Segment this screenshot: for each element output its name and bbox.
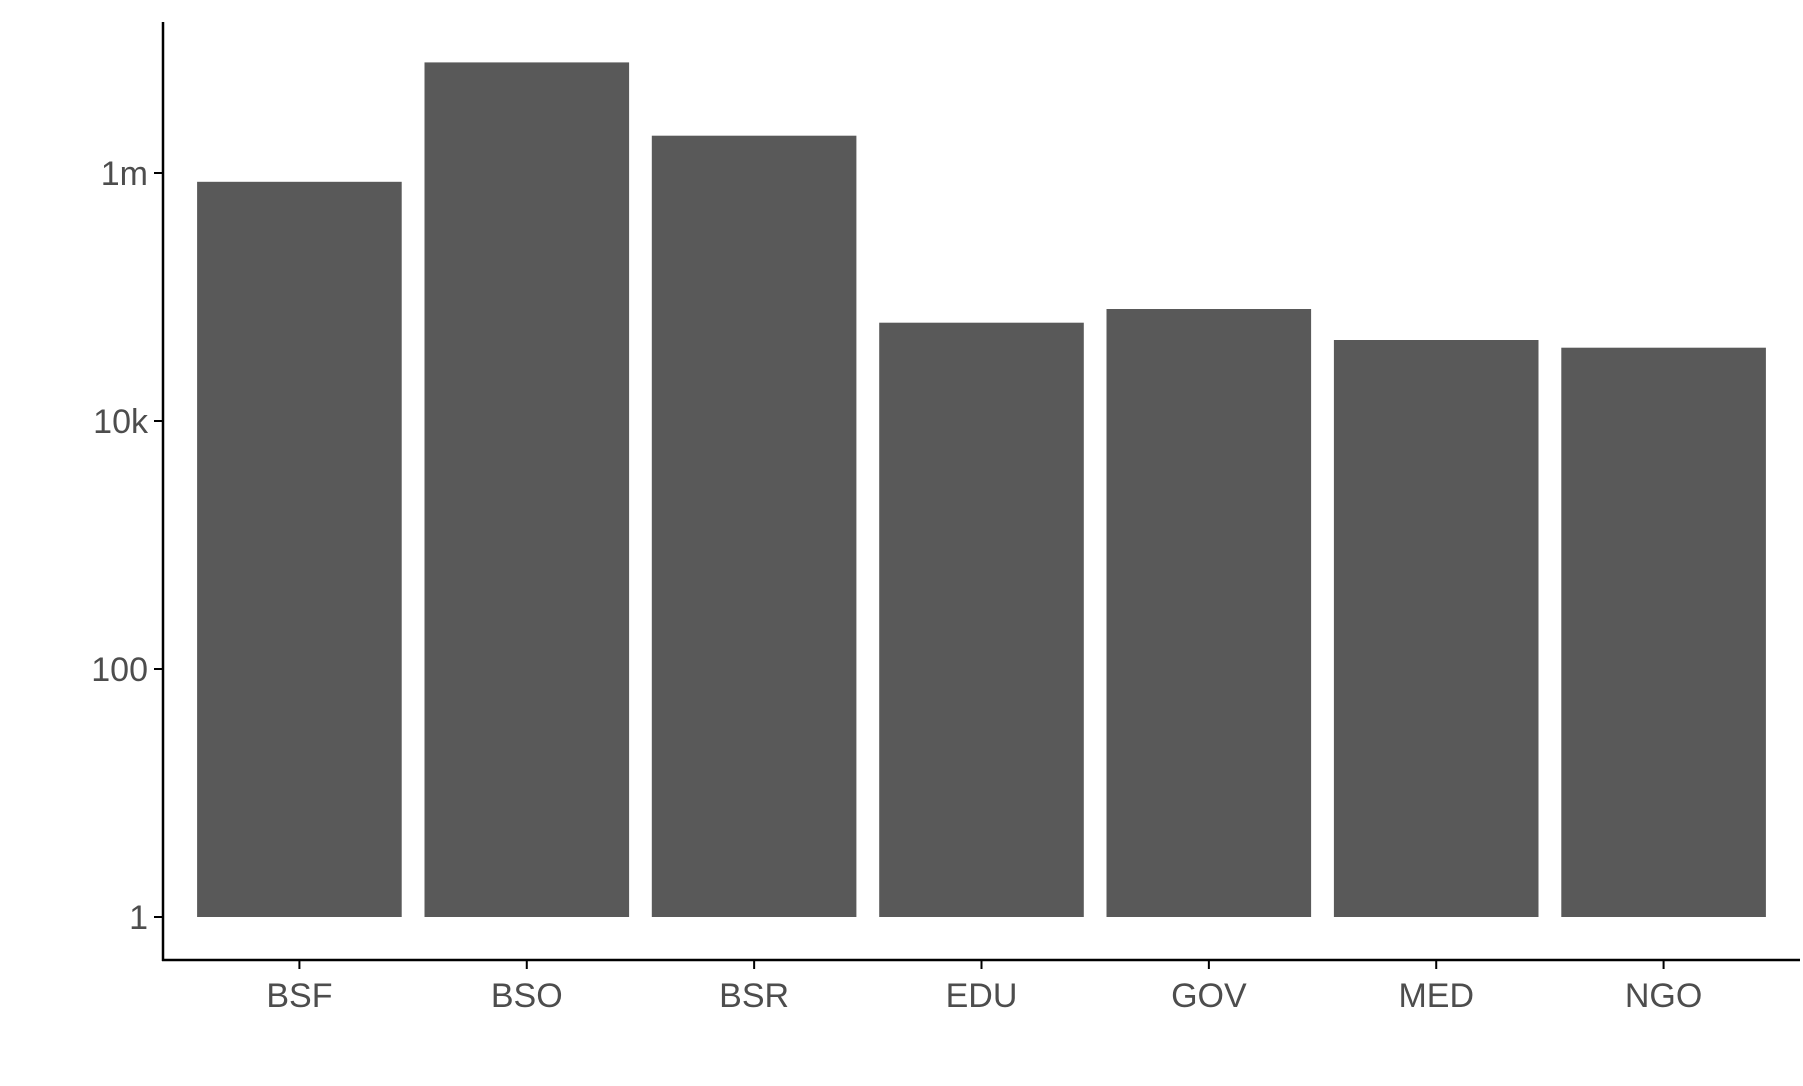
x-tick-label-bsf: BSF [266,977,332,1015]
x-tick-label-bsr: BSR [719,977,789,1015]
y-axis-ticks: 1 100 10k 1m [91,155,163,937]
bar-bsf [197,181,402,918]
y-tick-label-1: 100 [91,651,148,689]
bar-gov [1106,309,1312,917]
y-tick-label-2: 10k [93,403,149,441]
x-tick-label-ngo: NGO [1625,977,1702,1015]
bar-edu [879,322,1084,917]
bar-bsr [651,135,857,917]
x-tick-label-bso: BSO [491,977,563,1015]
bar-med [1333,340,1539,917]
x-axis-ticks: BSF BSO BSR EDU GOV MED NGO [266,960,1702,1015]
x-tick-label-edu: EDU [946,977,1018,1015]
bars [197,62,1766,918]
y-tick-label-0: 1 [129,899,148,937]
bar-bso [424,62,630,917]
y-tick-label-3: 1m [101,155,148,193]
x-tick-label-med: MED [1398,977,1474,1015]
bar-ngo [1561,347,1766,917]
x-tick-label-gov: GOV [1171,977,1247,1015]
